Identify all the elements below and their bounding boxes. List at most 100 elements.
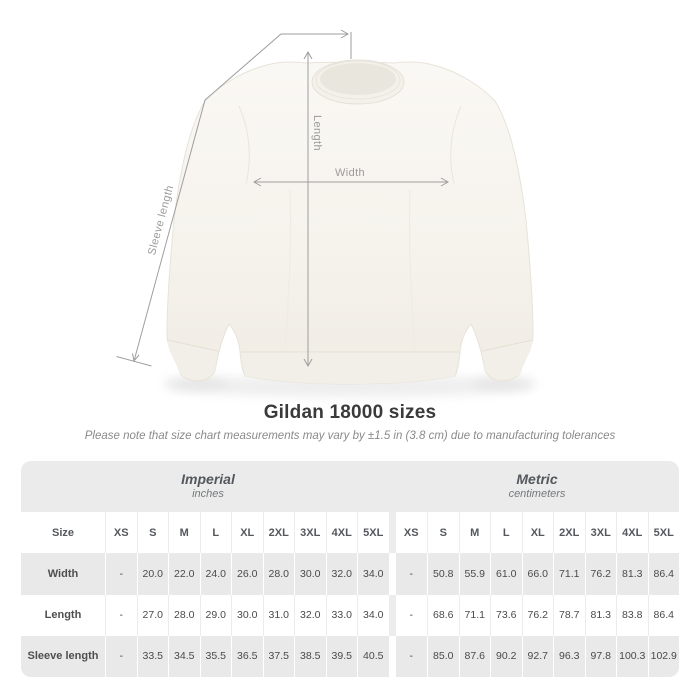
size-row-label: Size xyxy=(51,526,74,539)
measurement-annotations xyxy=(116,29,450,368)
length-dimension-line xyxy=(303,50,313,368)
size-col-header: 5XL xyxy=(647,512,680,554)
size-value-cell: 34.0 xyxy=(357,553,389,595)
size-header-row: Size XS S M L XL 2XL 3XL 4XL 5XL XS S M … xyxy=(21,512,680,554)
row-label: Sleeve length xyxy=(27,650,99,663)
unit-system-header-band: Imperial inches Metric centimeters xyxy=(21,461,679,512)
length-label: Length xyxy=(311,115,323,151)
imperial-label: Imperial xyxy=(181,470,235,487)
armhole-seam-right xyxy=(450,105,462,185)
size-col-header: 4XL xyxy=(325,512,358,554)
section-divider xyxy=(388,594,396,636)
waistband xyxy=(241,352,459,384)
size-col-header: L xyxy=(199,512,232,554)
size-col-header: S xyxy=(427,512,459,554)
size-value-cell: 34.5 xyxy=(168,635,200,677)
size-value-cell: 35.5 xyxy=(199,635,232,677)
size-value-cell: - xyxy=(409,567,414,580)
imperial-unit: inches xyxy=(192,488,224,501)
table-row-length: Length - 27.0 28.0 29.0 30.0 31.0 32.0 3… xyxy=(21,594,680,636)
size-value-cell: - xyxy=(409,609,414,622)
garment-shadow xyxy=(164,375,536,397)
size-value-cell: 34.0 xyxy=(357,594,389,636)
section-divider xyxy=(388,512,396,554)
width-dimension-line xyxy=(252,177,450,187)
size-value-cell: 81.3 xyxy=(616,553,648,595)
size-value-cell: 86.4 xyxy=(647,594,680,636)
size-value-cell: 28.0 xyxy=(262,553,295,595)
size-value-cell: 61.0 xyxy=(490,553,522,595)
size-value-cell: 30.0 xyxy=(231,594,263,636)
size-value-cell: 90.2 xyxy=(490,635,522,677)
metric-unit: centimeters xyxy=(508,488,566,501)
size-value-cell: 39.5 xyxy=(325,635,358,677)
size-col-header: 2XL xyxy=(262,512,295,554)
size-value-cell: 28.0 xyxy=(168,594,200,636)
row-label: Length xyxy=(44,609,82,622)
size-value-cell: 76.2 xyxy=(584,553,617,595)
size-value-cell: 32.0 xyxy=(325,553,358,595)
size-value-cell: 24.0 xyxy=(199,553,232,595)
size-col-header: XL xyxy=(521,512,554,554)
size-col-header: 5XL xyxy=(357,512,389,554)
imperial-header: Imperial inches xyxy=(21,471,395,502)
page-title: Gildan 18000 sizes xyxy=(263,402,437,423)
size-col-header: XL xyxy=(231,512,263,554)
size-value-cell: 86.4 xyxy=(647,553,680,595)
size-value-cell: 83.8 xyxy=(616,594,648,636)
size-value-cell: 27.0 xyxy=(136,594,169,636)
size-value-cell: 31.0 xyxy=(262,594,295,636)
sleeve-length-dimension-line xyxy=(116,29,352,367)
size-value-cell: 40.5 xyxy=(357,635,389,677)
size-col-header: XS xyxy=(403,526,419,539)
size-value-cell: 68.6 xyxy=(427,594,459,636)
size-col-header: XS xyxy=(105,512,137,554)
metric-label: Metric xyxy=(516,470,558,487)
size-value-cell: 37.5 xyxy=(262,635,295,677)
size-value-cell: 66.0 xyxy=(521,553,554,595)
armhole-seam-left xyxy=(238,105,250,185)
size-value-cell: - xyxy=(105,594,137,636)
size-value-cell: 50.8 xyxy=(427,553,459,595)
size-value-cell: 73.6 xyxy=(490,594,522,636)
size-col-header: 3XL xyxy=(584,512,617,554)
size-col-header: 2XL xyxy=(553,512,585,554)
size-value-cell: 76.2 xyxy=(521,594,554,636)
size-chart-table: Imperial inches Metric centimeters Size … xyxy=(21,461,679,677)
size-value-cell: 55.9 xyxy=(458,553,491,595)
size-value-cell: 33.0 xyxy=(325,594,358,636)
size-value-cell: 32.0 xyxy=(294,594,326,636)
size-value-cell: 26.0 xyxy=(231,553,263,595)
size-value-cell: - xyxy=(409,650,414,663)
sweatshirt-body xyxy=(166,61,534,385)
table-row-sleeve-length: Sleeve length - 33.5 34.5 35.5 36.5 37.5… xyxy=(21,635,680,677)
collar-opening xyxy=(320,63,396,95)
size-value-cell: 38.5 xyxy=(294,635,326,677)
size-col-header: M xyxy=(458,512,491,554)
section-divider xyxy=(388,635,396,677)
section-divider xyxy=(388,553,396,595)
size-value-cell: 85.0 xyxy=(427,635,459,677)
size-value-cell: 81.3 xyxy=(584,594,617,636)
width-label: Width xyxy=(335,167,365,179)
size-col-header: M xyxy=(168,512,200,554)
size-col-header: L xyxy=(490,512,522,554)
table-row-width: Width - 20.0 22.0 24.0 26.0 28.0 30.0 32… xyxy=(21,553,680,595)
size-value-cell: 20.0 xyxy=(136,553,169,595)
sweatshirt-measurement-diagram: Length Width Sleeve length xyxy=(116,29,536,397)
size-value-cell: 71.1 xyxy=(458,594,491,636)
size-value-cell: 92.7 xyxy=(521,635,554,677)
metric-header: Metric centimeters xyxy=(395,471,679,502)
size-value-cell: 36.5 xyxy=(231,635,263,677)
row-label: Width xyxy=(47,567,79,580)
size-value-cell: 30.0 xyxy=(294,553,326,595)
size-value-cell: 102.9 xyxy=(647,635,680,677)
size-value-cell: 29.0 xyxy=(199,594,232,636)
sweatshirt-image xyxy=(166,59,534,385)
cuff-right xyxy=(482,340,533,380)
size-col-header: 4XL xyxy=(616,512,648,554)
size-value-cell: 97.8 xyxy=(584,635,617,677)
size-value-cell: 96.3 xyxy=(553,635,585,677)
size-value-cell: 22.0 xyxy=(168,553,200,595)
cuff-left xyxy=(167,340,218,380)
